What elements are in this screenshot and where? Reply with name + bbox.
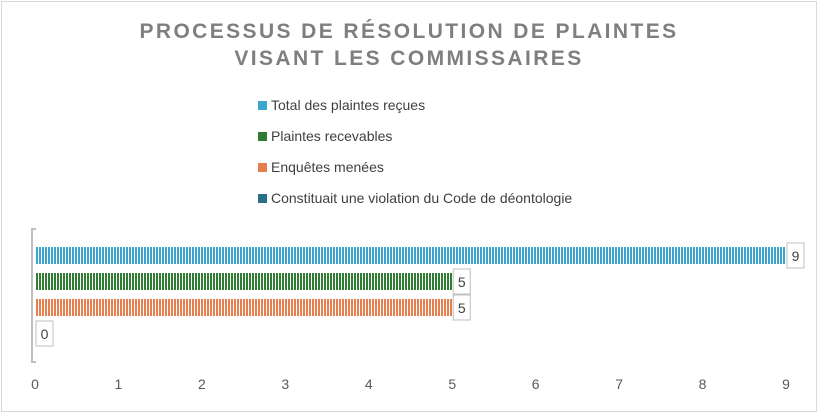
- x-tick-label-5: 5: [448, 376, 456, 392]
- data-label-constituait-une-violation-du-code-de-deontologie: 0: [35, 320, 54, 347]
- x-tick-label-4: 4: [365, 376, 373, 392]
- legend-item-violation-code: Constituait une violation du Code de déo…: [258, 189, 572, 207]
- x-tick-label-7: 7: [615, 376, 623, 392]
- data-label-total-des-plaintes-recues: 9: [786, 242, 805, 269]
- bar-enquetes-menees: [35, 299, 453, 316]
- chart-title-line-2: VISANT LES COMMISSAIRES: [234, 47, 584, 70]
- bar-total-des-plaintes-recues: [35, 247, 786, 264]
- svg-text:0: 0: [41, 326, 49, 342]
- x-tick-label-6: 6: [532, 376, 540, 392]
- bar-plaintes-recevables: [35, 273, 453, 290]
- category-axis-bracket: [31, 228, 36, 363]
- legend-swatch-violation-code: [258, 193, 267, 203]
- legend-label-enquetes-menees: Enquêtes menées: [271, 159, 384, 175]
- legend-label-total-plaintes: Total des plaintes reçues: [271, 97, 426, 113]
- x-tick-label-1: 1: [115, 376, 123, 392]
- chart-title-line-1: PROCESSUS DE RÉSOLUTION DE PLAINTES: [139, 20, 679, 43]
- svg-text:9: 9: [792, 248, 800, 264]
- x-tick-label-3: 3: [281, 376, 289, 392]
- legend-label-violation-code: Constituait une violation du Code de déo…: [271, 190, 573, 206]
- legend-swatch-enquetes-menees: [258, 162, 267, 172]
- svg-text:5: 5: [458, 300, 466, 316]
- data-label-plaintes-recevables: 5: [452, 268, 471, 295]
- data-label-enquetes-menees: 5: [452, 294, 471, 321]
- legend-swatch-plaintes-recevables: [258, 131, 267, 141]
- legend-swatch-total-plaintes: [258, 100, 267, 110]
- legend-item-total-plaintes: Total des plaintes reçues: [258, 96, 425, 114]
- x-tick-label-0: 0: [31, 376, 39, 392]
- svg-text:5: 5: [458, 274, 466, 290]
- legend-item-plaintes-recevables: Plaintes recevables: [258, 127, 392, 145]
- legend-item-enquetes-menees: Enquêtes menées: [258, 158, 384, 176]
- legend-label-plaintes-recevables: Plaintes recevables: [271, 128, 393, 144]
- x-tick-label-9: 9: [782, 376, 790, 392]
- x-tick-label-2: 2: [198, 376, 206, 392]
- x-tick-label-8: 8: [699, 376, 707, 392]
